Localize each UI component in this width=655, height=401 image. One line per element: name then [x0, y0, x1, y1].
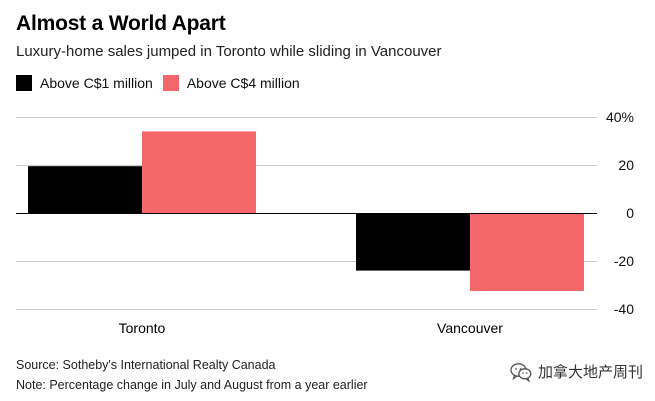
bar-vancouver-series-1 [356, 213, 470, 271]
chart-title: Almost a World Apart [16, 12, 226, 35]
y-tick-label: 20 [618, 157, 634, 173]
bars [28, 131, 584, 291]
bar-vancouver-series-2 [470, 213, 584, 291]
bar-toronto-series-1 [28, 166, 142, 213]
chart-subtitle: Luxury-home sales jumped in Toronto whil… [16, 43, 442, 60]
x-category-label: Toronto [119, 320, 166, 336]
legend-item-above-1-million: Above C$1 million [16, 74, 153, 92]
watermark: 加拿大地产周刊 [510, 361, 643, 382]
y-tick-label: -20 [614, 253, 634, 269]
y-tick-label: 0 [626, 205, 634, 221]
bar-toronto-series-2 [142, 131, 256, 213]
legend-item-above-4-million: Above C$4 million [162, 74, 300, 92]
legend-swatch-above-4-million [162, 75, 179, 91]
y-axis-tick-labels: 40% 20 0 -20 -40 [606, 109, 634, 317]
wechat-icon [510, 362, 532, 382]
source-note: Source: Sotheby's International Realty C… [16, 358, 276, 372]
chart-legend: Above C$1 million Above C$4 million [16, 73, 310, 93]
y-tick-label: -40 [614, 301, 634, 317]
chart-note: Note: Percentage change in July and Augu… [16, 378, 368, 392]
x-category-label: Vancouver [437, 320, 503, 336]
legend-label-above-4-million: Above C$4 million [186, 75, 300, 91]
legend-swatch-above-1-million [16, 75, 32, 91]
watermark-text: 加拿大地产周刊 [537, 364, 643, 381]
legend-label-above-1-million: Above C$1 million [40, 75, 153, 91]
y-tick-label: 40% [606, 109, 634, 125]
x-axis-category-labels: Toronto Vancouver [119, 320, 504, 336]
